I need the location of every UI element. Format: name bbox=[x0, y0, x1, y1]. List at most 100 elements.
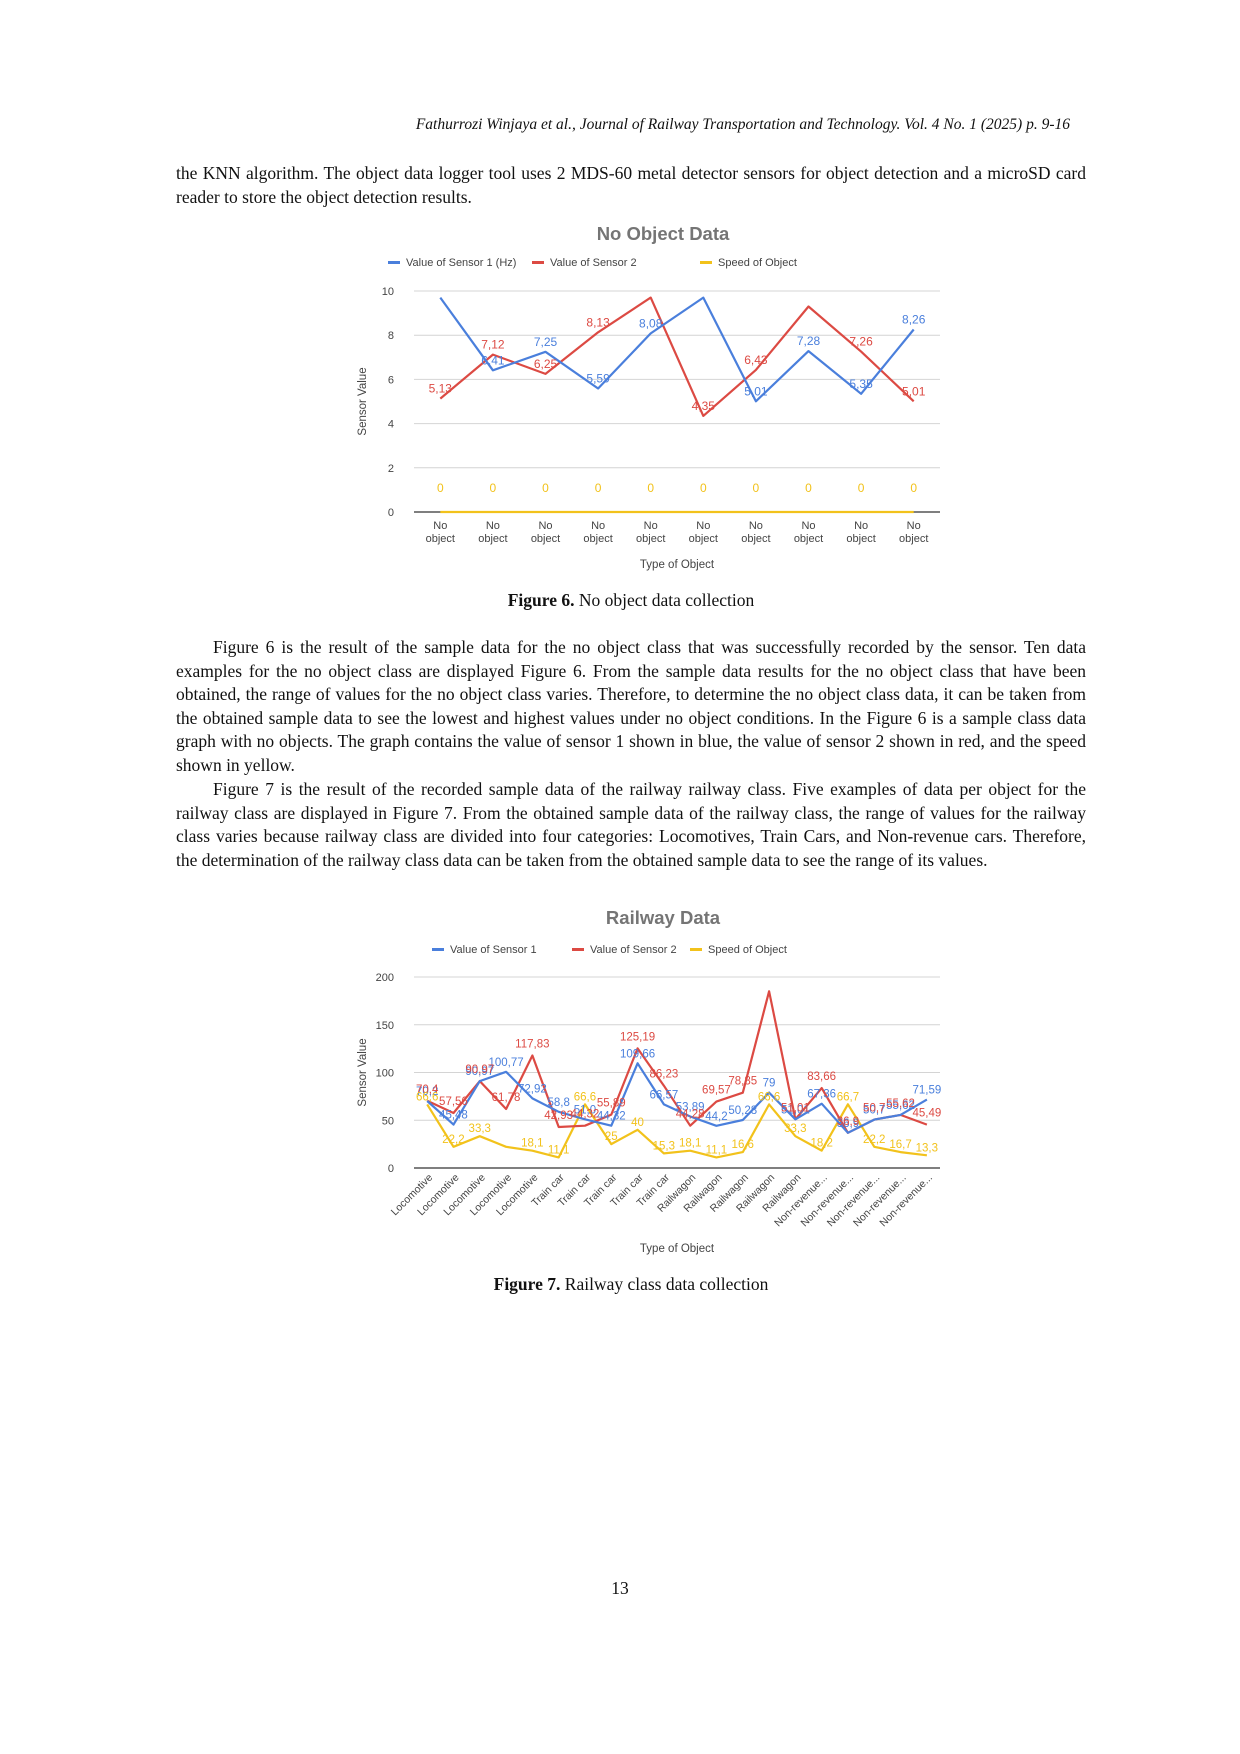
y-tick-label: 50 bbox=[382, 1115, 394, 1127]
data-label: 117,83 bbox=[515, 1038, 549, 1050]
legend-label: Value of Sensor 2 bbox=[550, 257, 637, 269]
data-label: 5,59 bbox=[586, 371, 610, 385]
x-tick-label-line: No bbox=[801, 520, 815, 532]
x-tick-label-line: object bbox=[583, 533, 612, 545]
figure-6-caption: Figure 6. No object data collection bbox=[176, 590, 1086, 611]
data-label: 55,62 bbox=[886, 1100, 915, 1112]
legend-swatch bbox=[572, 948, 584, 951]
data-label: 22,2 bbox=[442, 1134, 464, 1146]
data-label: 55,89 bbox=[597, 1098, 626, 1110]
legend-label: Speed of Object bbox=[718, 257, 797, 269]
paragraph-figure-7: Figure 7 is the result of the recorded s… bbox=[176, 779, 1086, 870]
x-tick-label: No object bbox=[741, 520, 770, 545]
data-label: 44,2 bbox=[705, 1111, 727, 1123]
data-label: 61,78 bbox=[492, 1092, 521, 1104]
chart-title: Railway Data bbox=[606, 907, 721, 928]
series-line-speed-of-object bbox=[426, 1103, 928, 1159]
data-label: 16,6 bbox=[732, 1139, 754, 1151]
x-tick-label: No object bbox=[846, 520, 875, 545]
data-label: 18,1 bbox=[679, 1138, 701, 1150]
data-label: 0 bbox=[910, 481, 917, 495]
data-label: 5,35 bbox=[849, 377, 873, 391]
data-label: 16,7 bbox=[889, 1139, 911, 1151]
series-line-value-of-sensor-2 bbox=[426, 990, 928, 1134]
running-header: Fathurrozi Winjaya et al., Journal of Ra… bbox=[415, 116, 1070, 133]
x-tick-label: No object bbox=[899, 520, 928, 545]
no-object-data-chart: No Object Data Value of Sensor 1 (Hz) Valu… bbox=[350, 222, 942, 574]
y-tick-label: 200 bbox=[376, 972, 394, 984]
figure-7-label: Figure 7. bbox=[493, 1274, 561, 1294]
data-label: 70,4 bbox=[416, 1084, 439, 1096]
data-label: 66,6 bbox=[416, 1091, 438, 1103]
x-tick-label-line: No bbox=[854, 520, 868, 532]
x-tick-label-line: No bbox=[591, 520, 605, 532]
y-tick-label: 150 bbox=[376, 1020, 394, 1032]
data-label: 0 bbox=[490, 481, 497, 495]
y-axis-label: Sensor Value bbox=[357, 367, 369, 435]
data-label: 13,3 bbox=[916, 1142, 938, 1154]
data-label: 51,0 bbox=[574, 1104, 596, 1116]
x-tick-label: No object bbox=[583, 520, 612, 545]
data-label: 66,57 bbox=[649, 1089, 678, 1101]
x-tick-label: No object bbox=[531, 520, 560, 545]
data-label: 22,2 bbox=[863, 1134, 885, 1146]
legend-swatch bbox=[388, 261, 400, 264]
data-label: 66,6 bbox=[758, 1091, 780, 1103]
series-line-value-of-sensor-1 bbox=[426, 1062, 928, 1134]
y-axis-label: Sensor Value bbox=[357, 1038, 369, 1106]
y-tick-label: 4 bbox=[388, 419, 394, 431]
legend-label: Value of Sensor 2 bbox=[590, 944, 677, 956]
legend-label: Value of Sensor 1 (Hz) bbox=[406, 257, 516, 269]
data-label: 50,7 bbox=[863, 1105, 885, 1117]
data-label: 42,93 bbox=[544, 1110, 573, 1122]
x-axis-label: Type of Object bbox=[640, 1243, 715, 1255]
data-label: 44,32 bbox=[597, 1111, 626, 1123]
data-label: 7,12 bbox=[481, 338, 505, 352]
data-label: 45,49 bbox=[912, 1108, 941, 1120]
chart-svg: No Object Data Value of Sensor 1 (Hz) Valu… bbox=[357, 223, 940, 571]
x-tick-label: No object bbox=[636, 520, 665, 545]
data-label: 8,13 bbox=[586, 315, 610, 329]
data-label: 51,01 bbox=[781, 1104, 810, 1116]
figure-6-label: Figure 6. bbox=[507, 590, 575, 610]
data-label: 0 bbox=[805, 481, 812, 495]
data-label: 6,41 bbox=[481, 353, 505, 367]
data-label: 69,57 bbox=[702, 1085, 731, 1097]
data-label: 7,25 bbox=[534, 335, 558, 349]
data-label: 90,97 bbox=[465, 1064, 494, 1076]
page-number: 13 bbox=[611, 1578, 629, 1598]
x-tick-label-line: No bbox=[907, 520, 921, 532]
chart-svg: Railway Data Value of Sensor 1 Value of Se… bbox=[357, 907, 941, 1255]
data-label: 44,32 bbox=[571, 1109, 600, 1121]
data-label: 53,89 bbox=[676, 1102, 705, 1114]
data-label: 8,08 bbox=[639, 316, 663, 330]
x-tick-label-line: object bbox=[426, 533, 455, 545]
series-line-value-of-sensor-2 bbox=[439, 296, 915, 417]
legend-swatch bbox=[532, 261, 544, 264]
data-label: 11,1 bbox=[548, 1144, 570, 1156]
y-tick-label: 100 bbox=[376, 1068, 394, 1080]
data-label: 40 bbox=[631, 1117, 644, 1129]
data-label: 7,26 bbox=[849, 335, 873, 349]
data-label: 11,1 bbox=[706, 1144, 728, 1156]
x-tick-label-line: No bbox=[538, 520, 552, 532]
data-label: 36,9 bbox=[837, 1118, 859, 1130]
data-label: 0 bbox=[700, 481, 707, 495]
paragraph-intro: the KNN algorithm. The object data logge… bbox=[176, 163, 1086, 207]
data-label: 44,28 bbox=[676, 1109, 705, 1121]
data-label: 15,3 bbox=[653, 1140, 675, 1152]
x-tick-label-line: No bbox=[696, 520, 710, 532]
x-tick-label-line: object bbox=[846, 533, 875, 545]
x-tick-label-line: object bbox=[636, 533, 665, 545]
data-label: 55,62 bbox=[886, 1098, 915, 1110]
x-tick-label-line: object bbox=[899, 533, 928, 545]
legend-label: Speed of Object bbox=[708, 944, 787, 956]
figure-7-text: Railway class data collection bbox=[564, 1274, 769, 1294]
y-tick-label: 10 bbox=[382, 286, 394, 298]
data-label: 78,85 bbox=[728, 1076, 757, 1088]
data-label: 18,2 bbox=[810, 1138, 832, 1150]
y-tick-label: 6 bbox=[388, 374, 394, 386]
data-label: 83,66 bbox=[807, 1071, 836, 1083]
data-label: 4,35 bbox=[692, 399, 716, 413]
y-tick-label: 2 bbox=[388, 463, 394, 475]
